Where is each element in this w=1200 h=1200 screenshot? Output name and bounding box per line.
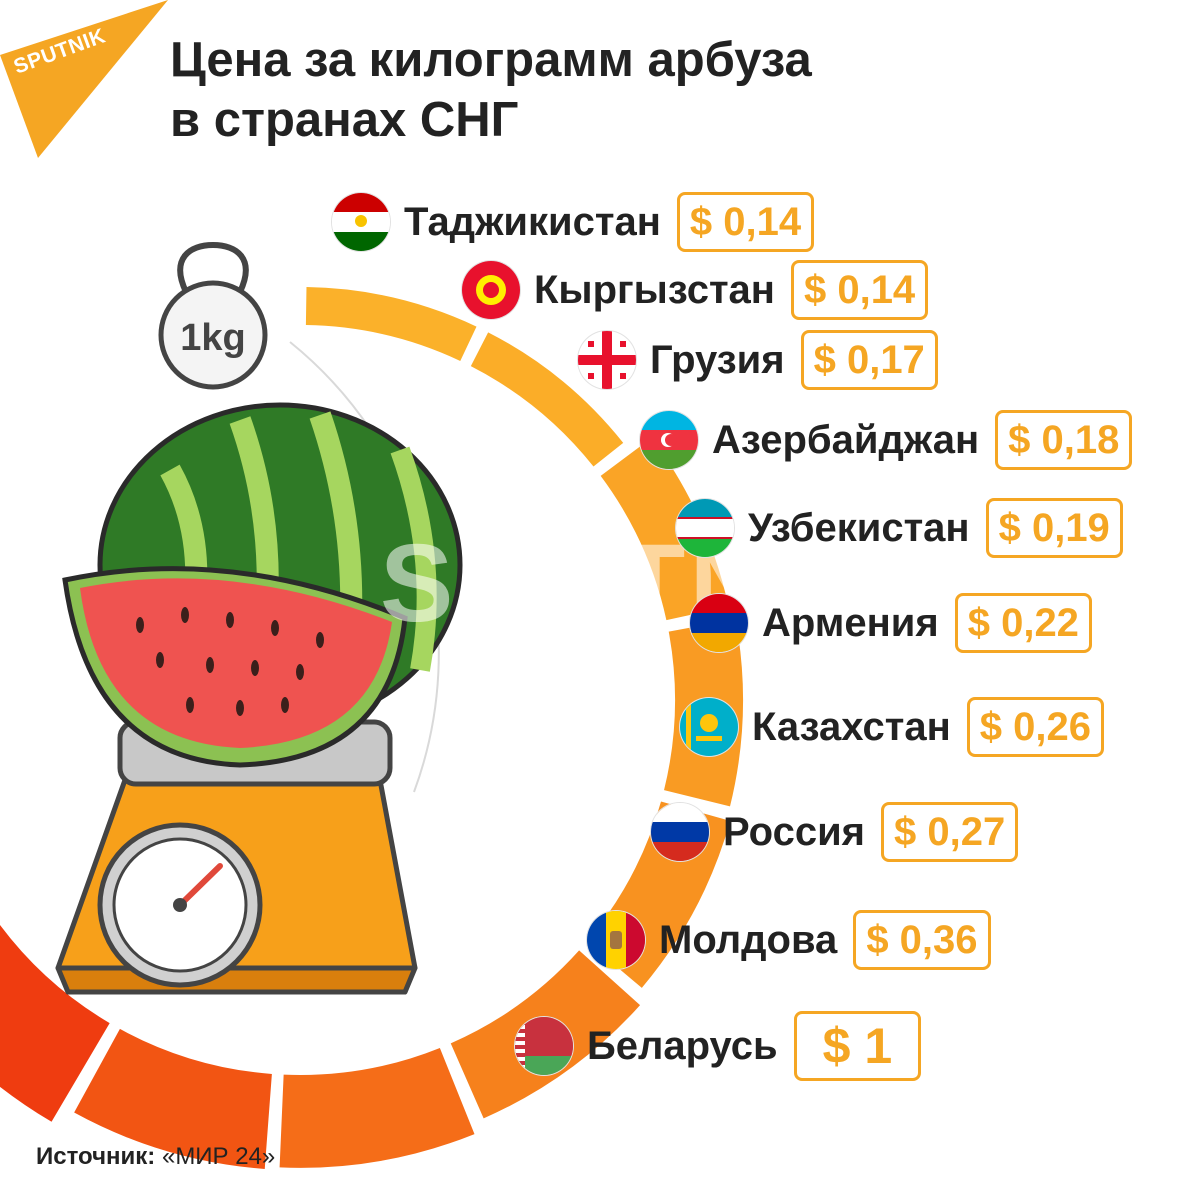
price-label: $ 0,18 xyxy=(995,410,1133,470)
armenia-flag-icon xyxy=(690,594,748,652)
kitchen-scale-icon xyxy=(55,706,418,995)
country-name: Грузия xyxy=(650,337,785,382)
price-label: $ 1 xyxy=(793,1011,922,1081)
country-row-belarus: Беларусь $ 1 xyxy=(515,1011,922,1081)
country-name: Кыргызстан xyxy=(534,267,775,312)
kettlebell-icon: 1kg xyxy=(158,241,268,390)
country-row-russia: Россия $ 0,27 xyxy=(651,802,1019,862)
price-label: $ 0,14 xyxy=(676,192,815,252)
price-label: $ 0,36 xyxy=(853,910,991,970)
country-row-kyrgyzstan: Кыргызстан $ 0,14 xyxy=(462,260,929,320)
page-title: Цена за килограмм арбуза в странах СНГ xyxy=(170,30,812,150)
weight-label: 1kg xyxy=(180,317,245,359)
country-name: Казахстан xyxy=(752,704,951,749)
watermelon-icon xyxy=(62,402,463,768)
country-name: Узбекистан xyxy=(748,505,970,550)
price-label: $ 0,14 xyxy=(790,260,929,320)
country-row-uzbekistan: Узбекистан $ 0,19 xyxy=(676,498,1123,558)
country-name: Армения xyxy=(762,600,939,645)
country-name: Молдова xyxy=(659,917,838,962)
title-line-2: в странах СНГ xyxy=(170,93,519,147)
bar-segment-1 xyxy=(305,287,477,361)
source-note: Источник: «МИР 24» xyxy=(36,1143,275,1171)
belarus-flag-icon xyxy=(515,1017,573,1075)
country-row-tajikistan: Таджикистан $ 0,14 xyxy=(332,192,815,252)
country-row-armenia: Армения $ 0,22 xyxy=(690,593,1092,653)
price-label: $ 0,19 xyxy=(985,498,1123,558)
georgia-flag-icon xyxy=(578,331,636,389)
azerbaijan-flag-icon xyxy=(640,411,698,469)
moldova-flag-icon xyxy=(587,911,645,969)
country-name: Беларусь xyxy=(587,1023,778,1068)
tajikistan-flag-icon xyxy=(332,193,390,251)
price-label: $ 0,26 xyxy=(966,697,1104,757)
bar-segment-7 xyxy=(279,1047,475,1168)
country-name: Азербайджан xyxy=(712,417,980,462)
kazakhstan-flag-icon xyxy=(680,698,738,756)
russia-flag-icon xyxy=(651,803,709,861)
country-name: Таджикистан xyxy=(404,199,661,244)
logo-triangle-icon xyxy=(0,0,168,158)
source-value: «МИР 24» xyxy=(161,1143,276,1170)
price-label: $ 0,17 xyxy=(800,330,938,390)
country-row-azerbaijan: Азербайджан $ 0,18 xyxy=(640,410,1133,470)
country-row-georgia: Грузия $ 0,17 xyxy=(578,330,938,390)
uzbekistan-flag-icon xyxy=(676,499,734,557)
bar-segment-9 xyxy=(0,924,110,1122)
country-row-kazakhstan: Казахстан $ 0,26 xyxy=(680,697,1104,757)
bar-segment-8 xyxy=(74,1028,272,1169)
source-label: Источник: xyxy=(36,1143,156,1170)
price-label: $ 0,22 xyxy=(954,593,1092,653)
kyrgyzstan-flag-icon xyxy=(462,261,520,319)
price-label: $ 0,27 xyxy=(881,802,1019,862)
sputnik-logo: SPUTNIK xyxy=(0,0,170,160)
bar-segment-2 xyxy=(470,332,624,467)
bar-segment-3 xyxy=(600,437,729,621)
title-line-1: Цена за килограмм арбуза xyxy=(170,33,812,87)
sputnik-watermark: SPUTNIK xyxy=(380,522,891,645)
country-row-moldova: Молдова $ 0,36 xyxy=(587,910,991,970)
country-name: Россия xyxy=(723,809,866,854)
